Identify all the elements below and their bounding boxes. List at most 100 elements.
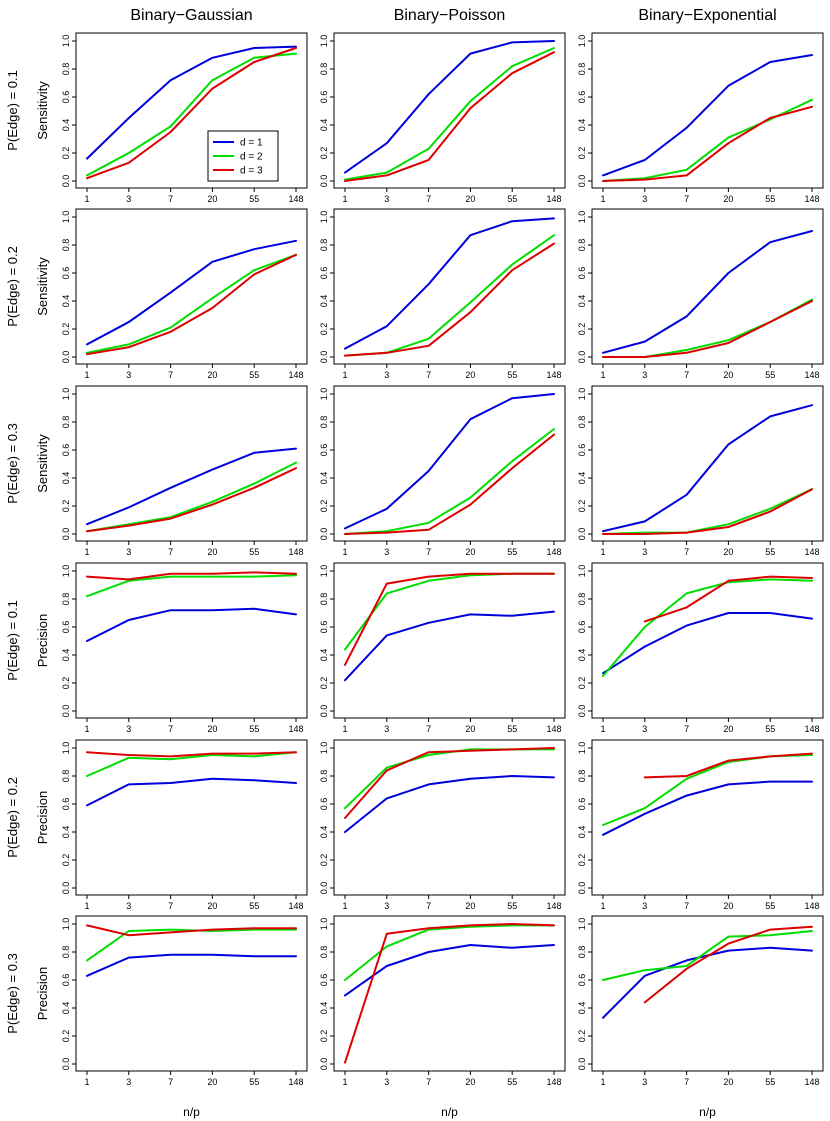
plot-frame <box>333 739 566 896</box>
y-tick-label: 0.0 <box>319 528 329 541</box>
x-tick-label: 1 <box>600 370 605 380</box>
series-line-3 <box>643 752 813 779</box>
y-tick-label: 0.0 <box>61 705 71 718</box>
x-tick-label: 3 <box>384 1077 389 1087</box>
series-line-3 <box>344 51 555 182</box>
x-tick-label: 20 <box>465 194 475 204</box>
series-line-3 <box>602 300 813 358</box>
y-tick-label: 1.0 <box>577 918 587 931</box>
x-tick-label: 20 <box>207 370 217 380</box>
x-tick-label: 148 <box>288 901 303 911</box>
y-tick-label: 0.6 <box>61 974 71 987</box>
series-line-3 <box>86 924 297 937</box>
x-tick-label: 148 <box>288 547 303 557</box>
y-tick-label: 0.4 <box>577 649 587 662</box>
x-tick-label: 7 <box>684 370 689 380</box>
series-line-3 <box>643 925 813 1004</box>
y-tick-label: 0.2 <box>61 500 71 513</box>
y-tick-label: 0.0 <box>61 351 71 364</box>
y-tick-label: 0.8 <box>319 239 329 252</box>
y-tick-label: 0.8 <box>61 416 71 429</box>
x-tick-label: 148 <box>546 370 561 380</box>
x-tick-label: 20 <box>723 724 733 734</box>
series-line-1 <box>602 780 813 836</box>
series-line-2 <box>86 461 297 533</box>
y-tick-label: 0.8 <box>577 770 587 783</box>
y-tick-label: 1.0 <box>319 918 329 931</box>
x-tick-label: 55 <box>765 1077 775 1087</box>
series-line-1 <box>602 230 813 354</box>
series-line-2 <box>602 98 813 182</box>
series-line-2 <box>344 428 555 535</box>
plot-frame <box>333 32 566 189</box>
x-tick-label: 1 <box>342 370 347 380</box>
series-line-2 <box>344 924 555 981</box>
x-tick-label: 20 <box>207 547 217 557</box>
x-tick-label: 1 <box>342 547 347 557</box>
series-line-1 <box>602 404 813 533</box>
y-tick-label: 0.0 <box>319 351 329 364</box>
y-tick-label: 0.4 <box>577 295 587 308</box>
x-tick-label: 55 <box>507 901 517 911</box>
x-tick-label: 148 <box>804 901 819 911</box>
series-line-1 <box>344 217 555 350</box>
y-tick-label: 0.2 <box>61 323 71 336</box>
y-tick-label: 1.0 <box>61 388 71 401</box>
y-tick-label: 0.4 <box>61 295 71 308</box>
y-tick-label: 0.4 <box>319 1002 329 1015</box>
plot-frame <box>333 208 566 365</box>
y-tick-label: 0.6 <box>319 267 329 280</box>
x-tick-label: 1 <box>84 194 89 204</box>
x-tick-label: 7 <box>426 547 431 557</box>
x-tick-label: 148 <box>804 724 819 734</box>
x-tick-label: 20 <box>723 1077 733 1087</box>
y-tick-label: 1.0 <box>577 35 587 48</box>
x-tick-label: 148 <box>546 901 561 911</box>
y-tick-label: 0.4 <box>319 472 329 485</box>
column-title: Binary−Gaussian <box>130 7 252 24</box>
x-tick-label: 3 <box>642 901 647 911</box>
x-axis-label: n/p <box>699 1105 716 1119</box>
column-title: Binary−Exponential <box>638 7 776 24</box>
y-tick-label: 0.6 <box>577 444 587 457</box>
series-line-2 <box>86 52 297 177</box>
y-tick-label: 0.2 <box>319 854 329 867</box>
x-tick-label: 20 <box>723 547 733 557</box>
y-tick-label: 0.2 <box>577 500 587 513</box>
row-metric-label: Sensitivity <box>35 257 50 316</box>
legend-label: d = 3 <box>240 166 263 177</box>
y-tick-label: 0.4 <box>61 119 71 132</box>
plot-frame <box>333 915 566 1072</box>
series-line-1 <box>344 610 555 682</box>
y-tick-label: 0.4 <box>319 295 329 308</box>
x-tick-label: 7 <box>684 1077 689 1087</box>
x-tick-label: 148 <box>546 1077 561 1087</box>
y-tick-label: 0.2 <box>61 854 71 867</box>
plot-frame <box>591 739 824 896</box>
plot-frame <box>333 562 566 719</box>
series-line-2 <box>344 748 555 810</box>
plot-frame <box>75 915 308 1072</box>
x-tick-label: 1 <box>600 901 605 911</box>
x-tick-label: 1 <box>84 901 89 911</box>
y-tick-label: 1.0 <box>61 35 71 48</box>
y-tick-label: 0.4 <box>577 826 587 839</box>
series-line-2 <box>344 234 555 357</box>
series-line-3 <box>344 433 555 535</box>
y-tick-label: 0.4 <box>61 472 71 485</box>
x-tick-label: 1 <box>84 547 89 557</box>
y-tick-label: 0.0 <box>319 882 329 895</box>
series-line-3 <box>86 47 297 180</box>
y-tick-label: 1.0 <box>319 211 329 224</box>
series-line-1 <box>344 775 555 833</box>
x-tick-label: 55 <box>507 1077 517 1087</box>
y-tick-label: 0.2 <box>577 1030 587 1043</box>
series-line-3 <box>86 253 297 356</box>
y-tick-label: 1.0 <box>319 742 329 755</box>
series-line-3 <box>602 105 813 182</box>
series-line-2 <box>86 574 297 598</box>
x-tick-label: 7 <box>426 194 431 204</box>
series-line-2 <box>86 751 297 777</box>
y-tick-label: 0.2 <box>61 677 71 690</box>
series-line-1 <box>602 612 813 675</box>
